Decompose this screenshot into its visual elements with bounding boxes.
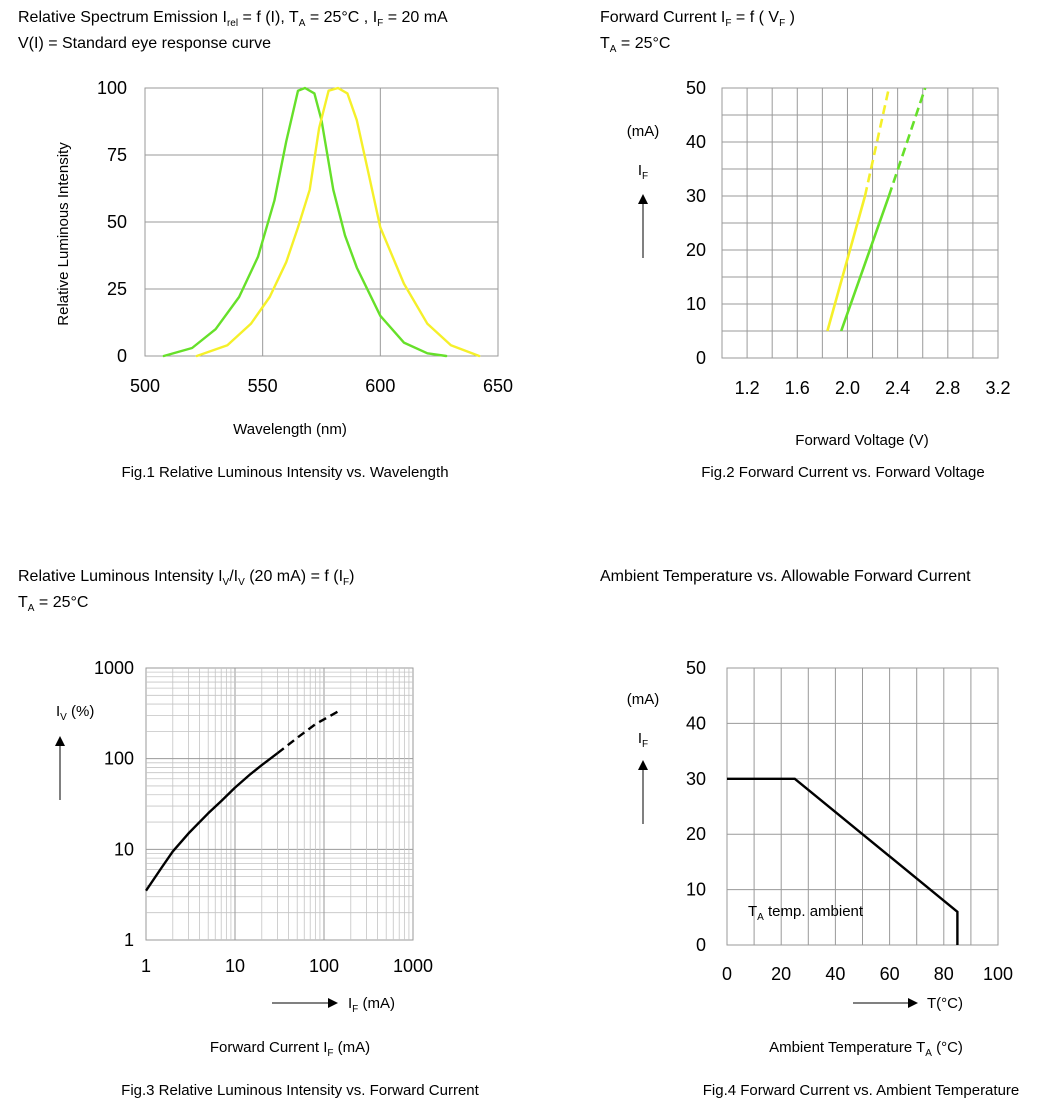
fig2-title-line1: Forward Current IF = f ( VF ) [600, 9, 795, 29]
fig2-series-green-dashed [887, 87, 927, 197]
fig1-ylabel: Relative Luminous Intensity [55, 142, 72, 326]
fig3-series-solid [145, 752, 279, 892]
fig3-ticks: 1 10 100 1000 1 10 100 1000 [94, 658, 433, 976]
fig1-title-line2: V(I) = Standard eye response curve [18, 35, 271, 52]
fig1-xlabel: Wavelength (nm) [233, 421, 347, 438]
fig4-ytick-40: 40 [686, 713, 706, 733]
fig1-ytick-100: 100 [97, 78, 127, 98]
fig4-ylabel-symbol: IF [638, 730, 648, 750]
fig4-xtick-40: 40 [825, 964, 845, 984]
fig3-series [145, 709, 341, 892]
fig3-arrow-label: IF (mA) [348, 995, 395, 1015]
fig4-series-line [727, 777, 959, 945]
fig3-caption: Fig.3 Relative Luminous Intensity vs. Fo… [121, 1082, 479, 1099]
fig3-ytick-100: 100 [104, 749, 134, 769]
fig1-series-yellow [195, 86, 481, 358]
fig2-ylabel-symbol: IF [638, 162, 648, 182]
fig4-xtick-0: 0 [722, 964, 732, 984]
fig3-grid [145, 667, 414, 941]
fig1-caption: Fig.1 Relative Luminous Intensity vs. Wa… [121, 464, 448, 481]
fig4-xtick-60: 60 [880, 964, 900, 984]
fig4-ytick-0: 0 [696, 935, 706, 955]
fig4-ytick-50: 50 [686, 658, 706, 678]
fig4-ytick-10: 10 [686, 880, 706, 900]
fig2-series-green-solid [839, 195, 891, 332]
fig2-xtick-2.4: 2.4 [885, 378, 910, 398]
fig1-ytick-75: 75 [107, 145, 127, 165]
fig2-ytick-40: 40 [686, 132, 706, 152]
fig3-series-dashed [276, 709, 341, 755]
fig1-xtick-600: 600 [365, 376, 395, 396]
fig4-series [727, 777, 959, 945]
fig2-series [826, 87, 927, 332]
fig2-series-yellow-dashed [863, 87, 891, 197]
fig1-grid [144, 87, 499, 357]
fig4: Ambient Temperature vs. Allowable Forwar… [600, 568, 1019, 1099]
fig1-xtick-650: 650 [483, 376, 513, 396]
fig2-grid [721, 87, 999, 359]
fig3-xtick-1000: 1000 [393, 956, 433, 976]
fig4-xtick-100: 100 [983, 964, 1013, 984]
fig2-ytick-10: 10 [686, 294, 706, 314]
fig3-title-line1: Relative Luminous Intensity IV/IV (20 mA… [18, 568, 354, 588]
fig1-ticks: 500 550 600 650 0 25 50 75 100 [97, 78, 513, 396]
fig2-xlabel: Forward Voltage (V) [795, 432, 928, 449]
fig3-xtick-10: 10 [225, 956, 245, 976]
fig1-ytick-25: 25 [107, 279, 127, 299]
fig2-series-yellow-solid [826, 195, 867, 332]
fig2-xtick-2.8: 2.8 [935, 378, 960, 398]
fig2-xtick-2.0: 2.0 [835, 378, 860, 398]
fig3-frame [145, 667, 414, 941]
fig4-arrow-label: T(°C) [927, 995, 963, 1012]
fig4-annotation: TA temp. ambient [748, 903, 864, 923]
fig3-ytick-10: 10 [114, 839, 134, 859]
fig2-xtick-3.2: 3.2 [985, 378, 1010, 398]
fig4-ticks: 0 20 40 60 80 100 0 10 20 30 40 50 [686, 658, 1013, 984]
fig3-ytick-1: 1 [124, 930, 134, 950]
fig3-xtick-1: 1 [141, 956, 151, 976]
fig2-xtick-1.2: 1.2 [735, 378, 760, 398]
fig3-title-line2: TA = 25°C [18, 594, 88, 614]
fig4-ylabel-unit: (mA) [627, 691, 660, 708]
fig1-ytick-0: 0 [117, 346, 127, 366]
fig1-xtick-550: 550 [248, 376, 278, 396]
fig4-xtick-80: 80 [934, 964, 954, 984]
fig1-series [162, 86, 481, 358]
fig2-xtick-1.6: 1.6 [785, 378, 810, 398]
fig1-series-green [162, 86, 448, 358]
fig1-xtick-500: 500 [130, 376, 160, 396]
fig3-ylabel: IV (%) [56, 703, 94, 723]
fig3-ytick-1000: 1000 [94, 658, 134, 678]
fig2-ylabel-unit: (mA) [627, 123, 660, 140]
fig4-grid [726, 667, 999, 946]
fig3-xlabel: Forward Current IF (mA) [210, 1039, 370, 1059]
fig2-ytick-30: 30 [686, 186, 706, 206]
fig2: Forward Current IF = f ( VF ) TA = 25°C … [600, 9, 1011, 481]
fig2-ytick-0: 0 [696, 348, 706, 368]
fig1-title-line1: Relative Spectrum Emission Irel = f (I),… [18, 9, 448, 29]
fig2-ytick-50: 50 [686, 78, 706, 98]
fig3-xtick-100: 100 [309, 956, 339, 976]
fig3: Relative Luminous Intensity IV/IV (20 mA… [18, 568, 480, 1099]
fig2-ticks: 1.2 1.6 2.0 2.4 2.8 3.2 0 10 20 30 40 50 [686, 78, 1011, 398]
fig4-xtick-20: 20 [771, 964, 791, 984]
fig2-ytick-20: 20 [686, 240, 706, 260]
fig2-title-line2: TA = 25°C [600, 35, 670, 55]
fig4-ytick-30: 30 [686, 769, 706, 789]
fig4-title: Ambient Temperature vs. Allowable Forwar… [600, 568, 971, 585]
fig1: Relative Spectrum Emission Irel = f (I),… [18, 9, 513, 481]
fig4-ytick-20: 20 [686, 824, 706, 844]
fig2-caption: Fig.2 Forward Current vs. Forward Voltag… [701, 464, 984, 481]
fig1-ytick-50: 50 [107, 212, 127, 232]
fig4-caption: Fig.4 Forward Current vs. Ambient Temper… [703, 1082, 1020, 1099]
fig4-xlabel: Ambient Temperature TA (°C) [769, 1039, 963, 1059]
